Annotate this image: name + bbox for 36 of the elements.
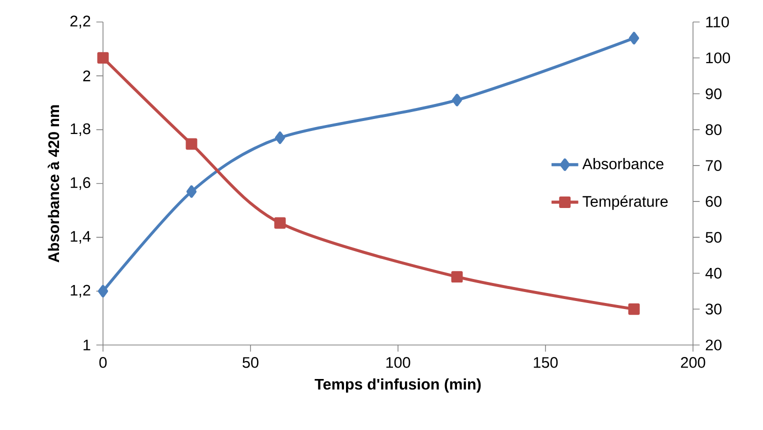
y2-tick-label: 90 bbox=[706, 88, 722, 100]
y2-tick-label: 60 bbox=[706, 196, 722, 207]
point bbox=[274, 131, 286, 144]
y2-tick-label: 70 bbox=[706, 160, 722, 171]
y2-tick-label: 20 bbox=[706, 340, 722, 350]
x-axis-title: Temps d'infusion (min) bbox=[314, 378, 481, 393]
legend-label: Absorbance bbox=[582, 158, 664, 170]
y-axis-title: Absorbance à 420 nm bbox=[48, 105, 60, 262]
x-tick-label: 200 bbox=[680, 357, 706, 368]
x-tick-label: 100 bbox=[386, 357, 410, 368]
legend-label: Température bbox=[582, 195, 668, 210]
point bbox=[451, 271, 463, 283]
point bbox=[628, 32, 640, 44]
y-tick-label: 1 bbox=[84, 340, 90, 350]
y2-tick-label: 100 bbox=[706, 52, 730, 64]
y2-tick-label: 40 bbox=[705, 268, 722, 279]
y-tick-label: 2 bbox=[83, 70, 90, 82]
y2-tick-label: 50 bbox=[706, 232, 722, 243]
y-tick-label: 1,4 bbox=[70, 231, 91, 244]
y-tick-label: 2,2 bbox=[70, 16, 90, 28]
y2-tick-label: 30 bbox=[706, 304, 722, 315]
point bbox=[274, 217, 286, 229]
x-tick-label: 0 bbox=[99, 357, 107, 368]
point bbox=[97, 52, 109, 64]
point bbox=[186, 185, 197, 198]
point bbox=[186, 138, 198, 150]
y2-tick-label: 80 bbox=[706, 124, 722, 136]
y-tick-label: 1,6 bbox=[70, 177, 90, 190]
point bbox=[98, 284, 108, 298]
x-tick-label: 50 bbox=[242, 357, 258, 368]
y2-tick-label: 110 bbox=[706, 16, 729, 28]
x-tick-label: 150 bbox=[534, 357, 558, 368]
y-tick-label: 1,8 bbox=[70, 123, 90, 136]
point bbox=[628, 303, 640, 315]
point bbox=[452, 94, 462, 106]
y-tick-label: 1,2 bbox=[70, 284, 90, 298]
